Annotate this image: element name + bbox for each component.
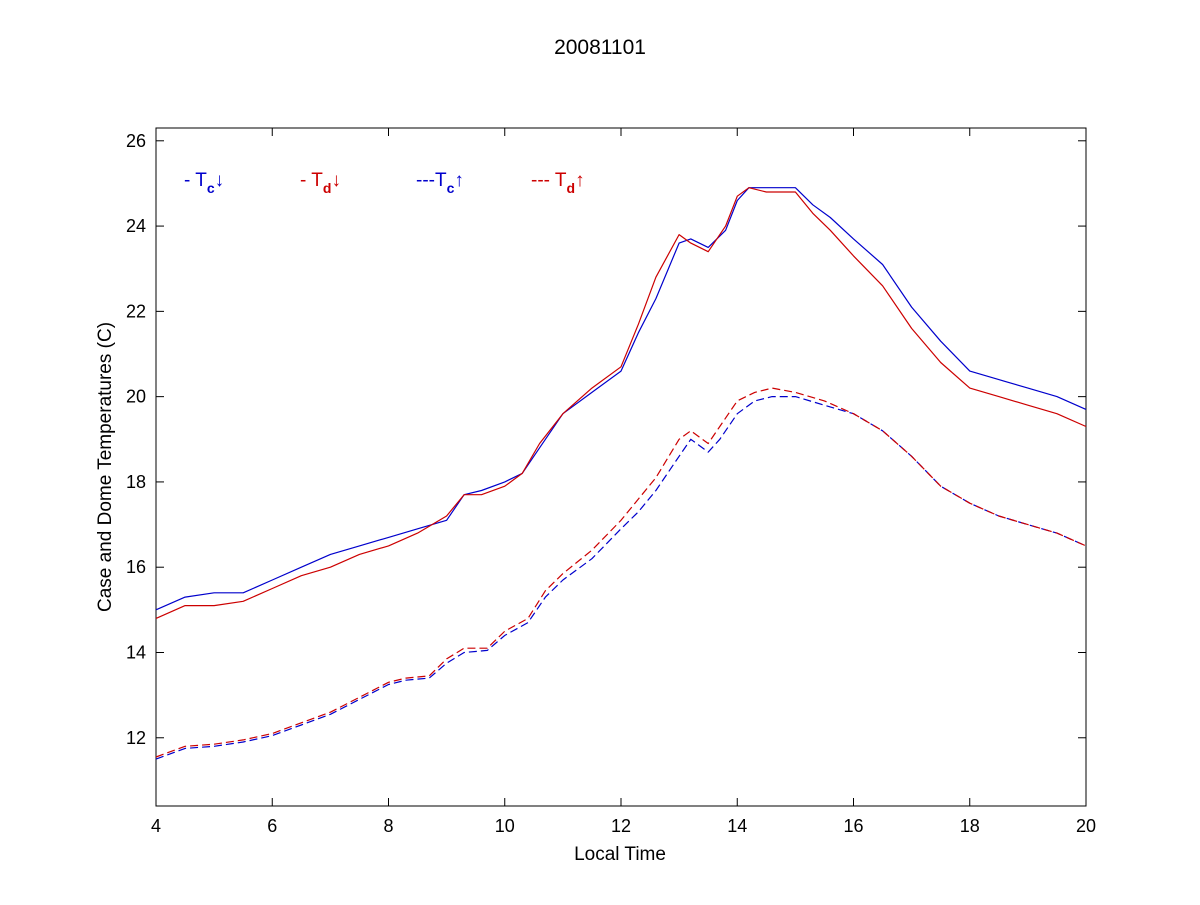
x-tick-label: 16 (843, 816, 863, 836)
x-tick-label: 12 (611, 816, 631, 836)
y-tick-label: 20 (126, 387, 146, 407)
x-tick-label: 4 (151, 816, 161, 836)
x-axis-label: Local Time (574, 844, 666, 865)
legend-entry-2: - Td↓ (300, 170, 341, 196)
x-tick-label: 10 (495, 816, 515, 836)
x-tick-label: 14 (727, 816, 747, 836)
y-tick-label: 22 (126, 301, 146, 321)
x-axis: 4 6 8 10 12 14 16 18 20 (151, 128, 1096, 836)
y-axis-label: Case and Dome Temperatures (C) (95, 322, 116, 612)
series-line-1 (155, 187, 1087, 611)
y-tick-label: 12 (126, 728, 146, 748)
x-tick-label: 20 (1076, 816, 1096, 836)
y-tick-label: 26 (126, 131, 146, 151)
chart-title: 20081101 (554, 36, 646, 59)
y-tick-label: 16 (126, 557, 146, 577)
x-tick-label: 18 (960, 816, 980, 836)
y-axis: 12 14 16 18 20 22 24 26 (126, 131, 1086, 748)
series-line-2 (155, 187, 1087, 619)
legend-entry-4: --- Td↑ (531, 170, 585, 196)
x-tick-label: 8 (383, 816, 393, 836)
legend-entry-1: - Tc↓ (184, 170, 224, 196)
x-tick-label: 6 (267, 816, 277, 836)
y-tick-label: 24 (126, 216, 146, 236)
y-tick-label: 14 (126, 642, 146, 662)
legend-entry-3: ---Tc↑ (416, 170, 464, 196)
legend: - Tc↓ - Td↓ ---Tc↑ --- Td↑ (184, 170, 585, 196)
series-group (155, 187, 1087, 760)
series-line-3 (155, 396, 1087, 760)
series-line-4 (155, 387, 1087, 758)
y-tick-label: 18 (126, 472, 146, 492)
